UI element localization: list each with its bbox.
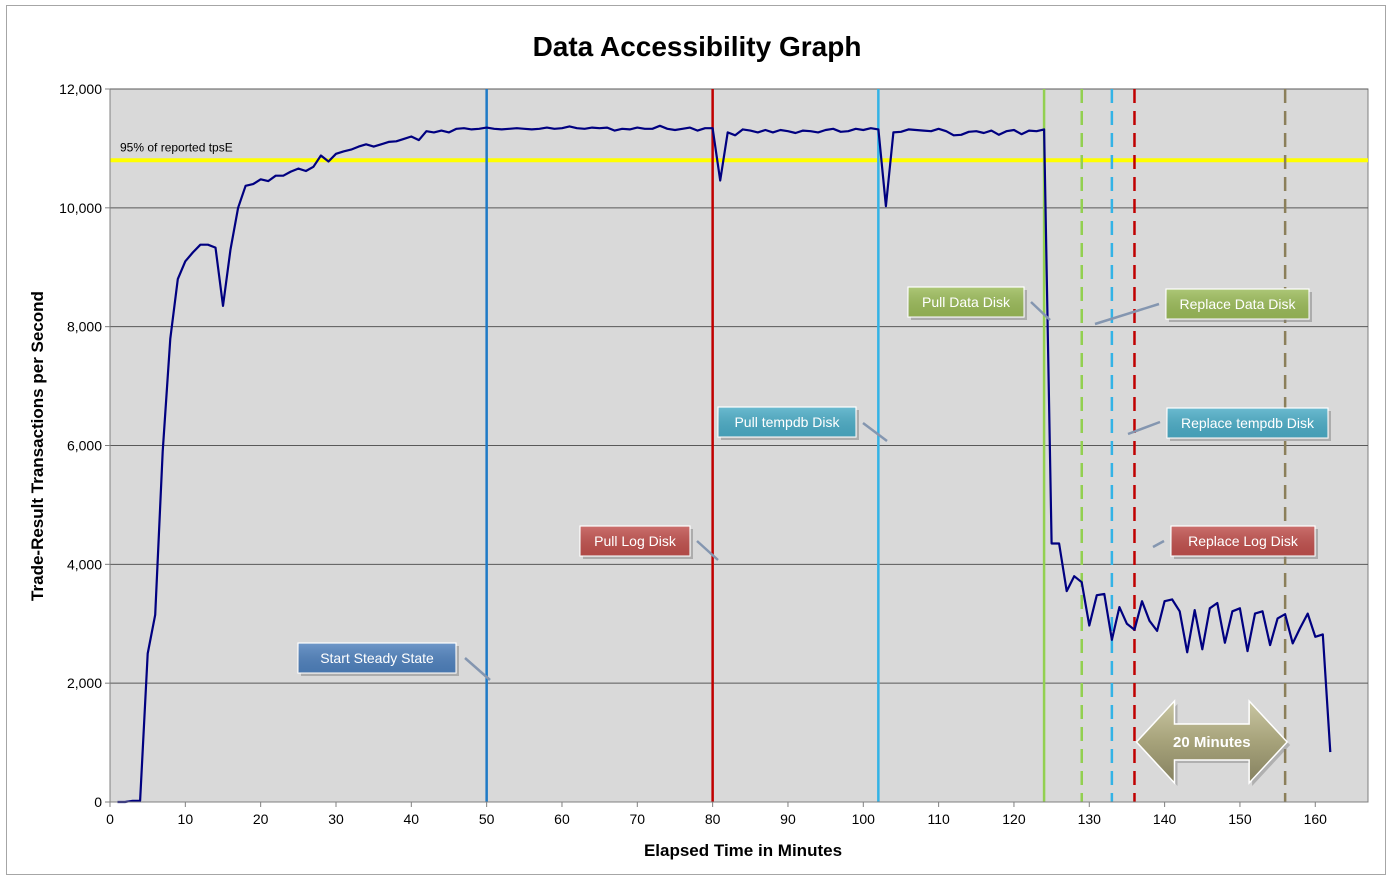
x-tick-label: 80 [705,811,721,827]
callout-label-start-steady-state: Start Steady State [320,650,434,666]
y-tick-label: 6,000 [67,438,102,454]
x-tick-label: 130 [1078,811,1102,827]
x-tick-label: 40 [404,811,420,827]
x-tick-label: 100 [852,811,876,827]
x-tick-label: 30 [328,811,344,827]
chart-svg: Data Accessibility Graph 95% of reported… [7,6,1387,876]
x-tick-label: 140 [1153,811,1177,827]
x-tick-label: 160 [1304,811,1328,827]
callout-label-pull-log-disk: Pull Log Disk [594,533,677,549]
y-tick-label: 10,000 [59,200,102,216]
callout-label-replace-tempdb-disk: Replace tempdb Disk [1181,415,1315,431]
callout-label-pull-tempdb-disk: Pull tempdb Disk [734,414,840,430]
x-tick-label: 150 [1228,811,1252,827]
x-axis: 0 10 20 30 40 50 60 70 80 90 100 110 120 130 140 150 160 [106,802,1368,827]
duration-arrow-label: 20 Minutes [1173,734,1251,751]
x-tick-label: 0 [106,811,114,827]
chart-title: Data Accessibility Graph [533,31,862,62]
y-tick-label: 0 [94,794,102,810]
y-axis-title: Trade-Result Transactions per Second [28,291,47,601]
callout-label-pull-data-disk: Pull Data Disk [922,294,1011,310]
x-tick-label: 10 [178,811,194,827]
chart-frame: Data Accessibility Graph 95% of reported… [6,5,1386,875]
callout-label-replace-data-disk: Replace Data Disk [1180,296,1297,312]
x-tick-label: 20 [253,811,269,827]
y-tick-label: 2,000 [67,675,102,691]
y-tick-label: 12,000 [59,81,102,97]
y-tick-label: 8,000 [67,319,102,335]
x-tick-label: 60 [554,811,570,827]
x-tick-label: 110 [927,811,950,827]
x-tick-label: 50 [479,811,495,827]
y-axis: 0 2,000 4,000 6,000 8,000 10,000 12,000 [59,81,110,810]
x-axis-title: Elapsed Time in Minutes [644,841,842,860]
reference-line-label: 95% of reported tpsE [120,140,233,154]
y-tick-label: 4,000 [67,556,102,572]
x-tick-label: 90 [780,811,796,827]
x-tick-label: 120 [1002,811,1026,827]
x-tick-label: 70 [630,811,646,827]
callout-label-replace-log-disk: Replace Log Disk [1188,533,1299,549]
